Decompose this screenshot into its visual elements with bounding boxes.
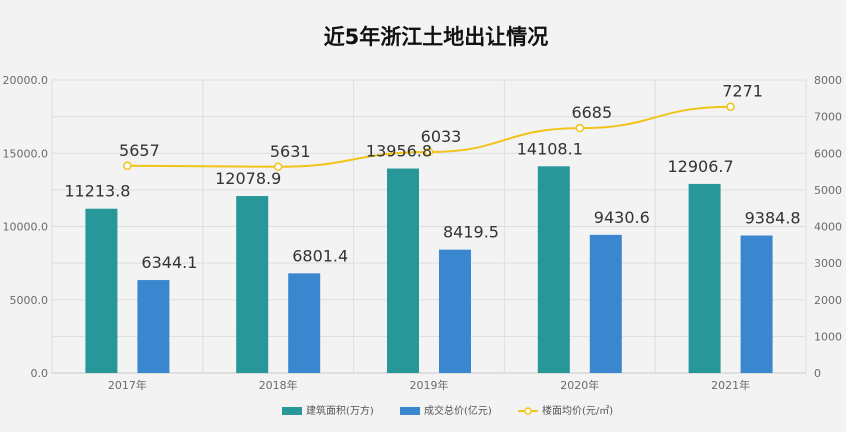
y-right-tick-label: 7000 [814, 111, 842, 124]
price-point [575, 123, 585, 133]
legend-swatch [282, 407, 302, 415]
y-axis-right: 0 1000 2000 3000 4000 5000 6000 7000 8000 [814, 74, 842, 380]
bar-total [740, 235, 773, 373]
y-left-tick-label: 15000.0 [3, 147, 49, 160]
price-point [273, 162, 283, 172]
bar-value-label: 12906.7 [668, 157, 734, 176]
bar-total [589, 234, 622, 373]
y-right-tick-label: 8000 [814, 74, 842, 87]
x-tick-label: 2019年 [410, 378, 449, 392]
data-labels: 11213.8 12078.9 13956.8 14108.1 12906.7 6344.… [64, 82, 800, 272]
bars [85, 166, 773, 373]
y-right-tick-label: 3000 [814, 257, 842, 270]
price-value-label: 6033 [421, 127, 462, 146]
y-right-tick-label: 6000 [814, 147, 842, 160]
bar-value-label: 14108.1 [517, 139, 583, 158]
y-left-tick-label: 5000.0 [10, 294, 49, 307]
bar-value-label: 6801.4 [292, 246, 348, 265]
x-axis: 2017年 2018年 2019年 2020年 2021年 [52, 372, 806, 392]
x-tick-label: 2017年 [108, 378, 147, 392]
grid [51, 79, 807, 374]
chart-title: 近5年浙江土地出让情况 [324, 25, 549, 49]
y-left-tick-label: 0.0 [31, 367, 49, 380]
bar-total [439, 249, 471, 373]
bar-value-label: 12078.9 [215, 169, 281, 188]
x-tick-label: 2018年 [259, 378, 298, 392]
price-value-label: 5657 [119, 141, 160, 160]
legend-swatch [400, 407, 420, 415]
y-left-tick-label: 10000.0 [3, 221, 49, 234]
bar-value-label: 13956.8 [366, 142, 432, 161]
price-value-label: 6685 [571, 103, 612, 122]
bar-value-label: 8419.5 [443, 223, 499, 242]
legend-label: 楼面均价(元/㎡) [542, 404, 613, 417]
price-point [123, 161, 132, 171]
bar-area [387, 168, 419, 373]
legend-label: 成交总价(亿元) [424, 404, 492, 417]
price-value-label: 7271 [722, 82, 763, 101]
y-right-tick-label: 4000 [814, 221, 842, 234]
y-right-tick-label: 2000 [814, 294, 842, 307]
x-tick-label: 2021年 [711, 378, 750, 392]
bar-value-label: 9384.8 [745, 209, 801, 228]
x-tick-label: 2020年 [560, 378, 599, 392]
bar-area [85, 208, 118, 373]
legend-swatch-dot [524, 407, 532, 415]
y-left-tick-label: 20000.0 [3, 74, 49, 87]
y-axis-left: 0.0 5000.0 10000.0 15000.0 20000.0 [3, 74, 49, 380]
price-line [123, 102, 735, 172]
bar-total [288, 273, 321, 373]
bar-value-label: 9430.6 [594, 208, 650, 227]
price-point [726, 102, 735, 111]
bar-value-label: 11213.8 [64, 182, 130, 201]
bar-area [236, 196, 269, 373]
y-right-tick-label: 5000 [814, 184, 842, 197]
price-point [424, 147, 434, 157]
price-value-label: 5631 [270, 142, 311, 161]
bar-value-label: 6344.1 [141, 253, 197, 272]
legend-label: 建筑面积(万方) [306, 404, 374, 417]
bar-area [688, 183, 721, 373]
legend: 建筑面积(万方) 成交总价(亿元) 楼面均价(元/㎡) [282, 404, 613, 417]
bar-area [537, 166, 570, 373]
y-right-tick-label: 1000 [814, 330, 842, 343]
y-right-tick-label: 0 [814, 367, 821, 380]
bar-total [137, 280, 170, 373]
